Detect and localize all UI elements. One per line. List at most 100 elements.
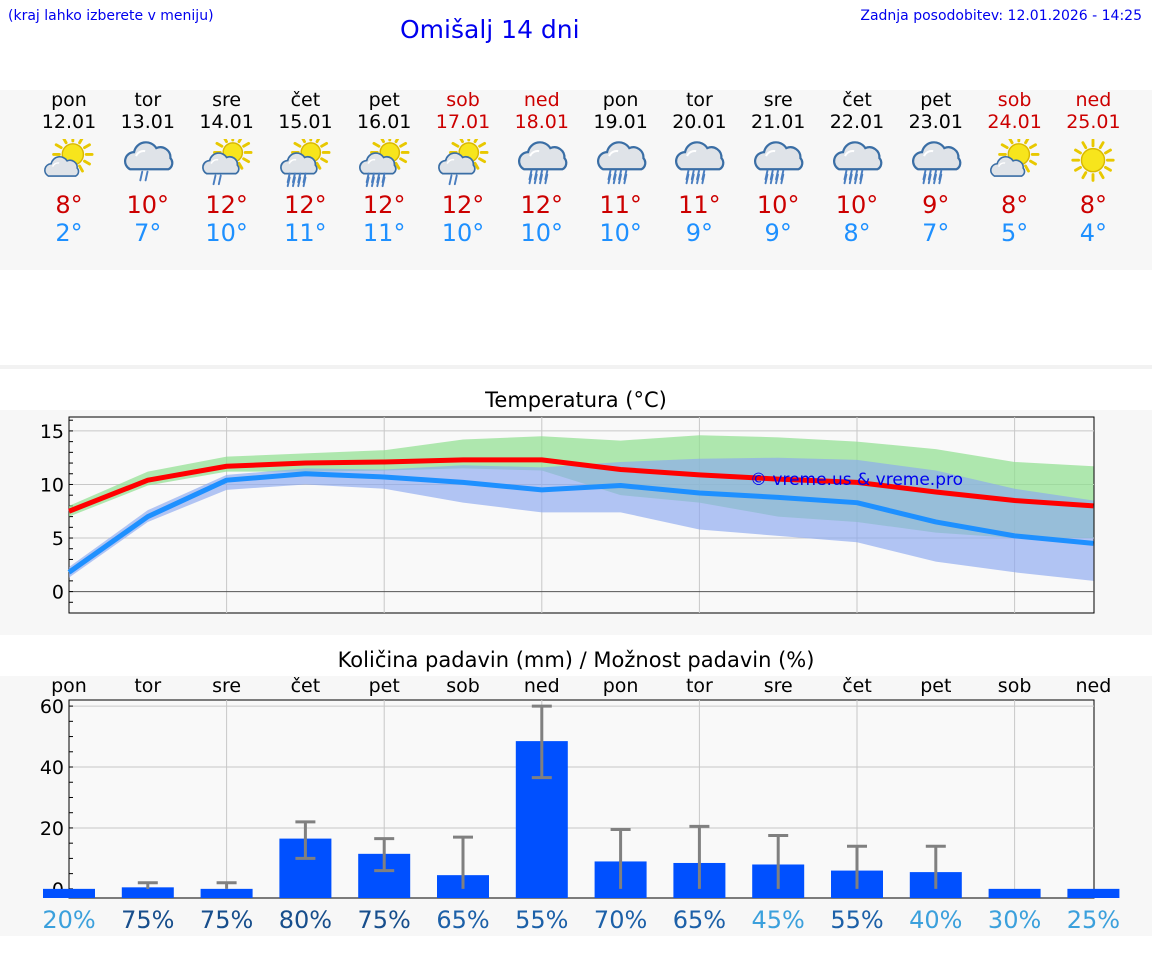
precip-probability: 45% (752, 906, 805, 934)
temperature-max: 8° (1000, 191, 1029, 219)
precip-day-label: pon (602, 675, 639, 697)
temperature-max: 12° (441, 191, 485, 219)
y-tick-label: 60 (40, 696, 64, 718)
precip-probability: 55% (830, 906, 883, 934)
min-range-band (69, 457, 1094, 581)
precip-day-label: ned (523, 675, 560, 697)
sun-cloud-light-rain-icon (435, 132, 491, 189)
last-updated: Zadnja posodobitev: 12.01.2026 - 14:25 (860, 8, 1142, 24)
watermark: © vreme.us & vreme.pro (750, 470, 963, 490)
day-name: pon (602, 89, 639, 111)
y-tick-label: 0 (52, 582, 64, 604)
cloud-rain-icon (671, 139, 727, 189)
temperature-max: 9° (922, 191, 950, 219)
day-column: pet 23.01 9° 7° (896, 89, 976, 247)
day-date: 16.01 (356, 111, 412, 133)
page-title: Omišalj 14 dni (400, 15, 580, 44)
temperature-max: 12° (520, 191, 564, 219)
y-tick-label: 15 (40, 421, 64, 443)
day-date: 21.01 (750, 111, 806, 133)
precip-probability: 30% (988, 906, 1041, 934)
series-line-max (68, 457, 1094, 514)
sun-cloud-light-rain-icon (199, 132, 255, 189)
temperature-min: 11° (362, 219, 406, 247)
sun-icon (1065, 138, 1121, 189)
temperature-chart-title: Temperatura (°C) (485, 388, 667, 412)
day-name: ned (1075, 89, 1112, 111)
y-tick-label: 5 (52, 528, 64, 550)
daily-forecast-panel (0, 90, 1152, 270)
day-date: 12.01 (41, 111, 97, 133)
day-name: ned (523, 89, 560, 111)
precip-bar (121, 887, 174, 898)
precip-bar (1067, 888, 1120, 898)
partly-cloudy-sun-icon (987, 133, 1043, 189)
precipitation-chart: 020406020%75%75%80%75%65%55%70%65%45%55%… (40, 696, 1120, 934)
temperature-max: 10° (835, 191, 879, 219)
cloud-rain-icon (908, 139, 964, 189)
plot-area (68, 699, 1095, 899)
separator (0, 365, 1152, 369)
temperature-min: 2° (55, 219, 83, 247)
series-line-min (67, 471, 1094, 575)
day-name: tor (685, 89, 713, 111)
temperature-max: 11° (678, 191, 721, 219)
precip-day-label: tor (134, 675, 162, 697)
temperature-min: 4° (1079, 219, 1108, 247)
day-name: čet (290, 89, 321, 111)
day-column: tor 20.01 11° 9° (659, 89, 739, 247)
day-column: ned 25.01 8° 4° (1053, 89, 1133, 247)
day-date: 18.01 (514, 111, 569, 133)
temperature-max: 11° (599, 191, 642, 219)
day-name: pet (368, 89, 400, 111)
day-column: sob 24.01 8° 5° (975, 89, 1055, 247)
day-name: sob (446, 89, 480, 111)
temperature-min: 10° (205, 219, 248, 247)
precip-probability: 75% (358, 906, 411, 934)
precip-probability: 65% (673, 906, 726, 934)
temperature-max: 8° (1079, 191, 1108, 219)
precip-probability: 25% (1067, 906, 1120, 934)
day-name: pet (920, 89, 952, 111)
day-date: 20.01 (672, 111, 727, 133)
temperature-min: 7° (134, 219, 162, 247)
cloud-rain-icon (593, 139, 649, 189)
sun-cloud-rain-icon (277, 132, 333, 189)
precip-probability: 75% (200, 906, 253, 934)
day-column: čet 22.01 10° 8° (817, 89, 897, 247)
day-date: 25.01 (1066, 111, 1121, 133)
temperature-max: 10° (126, 191, 170, 219)
precip-day-label: pet (368, 675, 400, 697)
precip-probability: 20% (42, 906, 95, 934)
day-column: pet 16.01 12° 11° (344, 89, 424, 247)
partly-cloudy-sun-icon (41, 133, 97, 189)
day-column: ned 18.01 12° 10° (502, 89, 582, 247)
day-name: sob (997, 89, 1032, 111)
precip-probability: 40% (909, 906, 962, 934)
precip-probability: 55% (515, 906, 568, 934)
day-column: sre 21.01 10° 9° (738, 89, 818, 247)
day-date: 24.01 (987, 111, 1042, 133)
temperature-max: 8° (55, 191, 83, 219)
day-date: 15.01 (278, 111, 333, 133)
day-date: 22.01 (829, 111, 885, 133)
precip-bar (200, 888, 253, 898)
y-tick-label: 20 (40, 818, 64, 840)
cloud-rain-icon (514, 139, 570, 189)
day-column: pon 12.01 8° 2° (29, 89, 109, 247)
temperature-min: 10° (599, 219, 642, 247)
temperature-min: 10° (441, 219, 485, 247)
temperature-max: 12° (205, 191, 248, 219)
precip-day-label: sre (763, 675, 793, 697)
precip-day-label: sre (212, 675, 242, 697)
precip-probability: 75% (121, 906, 174, 934)
temperature-min: 8° (843, 219, 871, 247)
y-tick-label: 40 (40, 757, 64, 779)
day-name: tor (134, 89, 162, 111)
temperature-max: 10° (756, 191, 800, 219)
day-column: pon 19.01 11° 10° (581, 89, 661, 247)
temperature-min: 7° (922, 219, 950, 247)
precip-day-label: pon (51, 675, 87, 697)
cloud-rain-icon (829, 139, 885, 189)
temperature-min: 11° (284, 219, 327, 247)
